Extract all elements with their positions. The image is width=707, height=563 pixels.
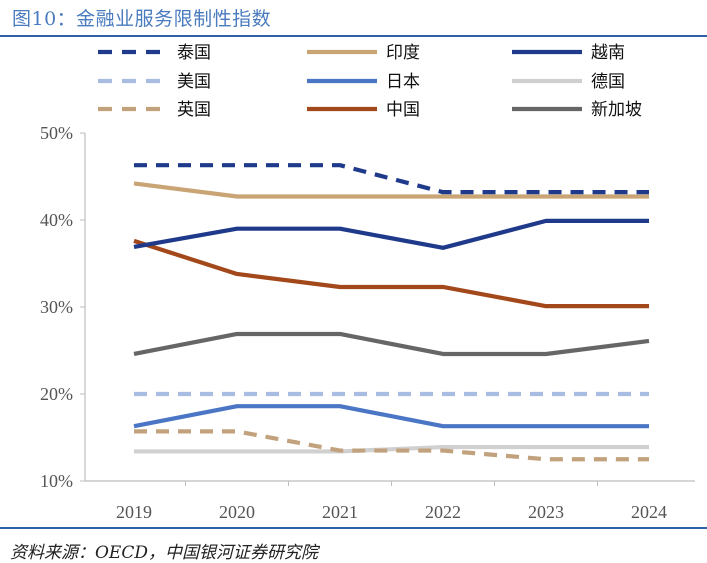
series-line-e697a5e69cac <box>133 404 649 429</box>
series-line-e696b0e58aa0e59da1 <box>133 331 650 357</box>
x-tick-label: 2019 <box>116 502 152 522</box>
series-line-e4b8ade59bbd <box>133 238 649 309</box>
series-line-e6b3b0e59bbd <box>134 163 649 195</box>
x-tick-label: 2020 <box>219 502 255 522</box>
x-tick-label: 2023 <box>528 502 564 522</box>
legend-label-e5beb7e59bbd: 德国 <box>591 72 625 92</box>
bottom-rule <box>0 527 707 529</box>
y-tick-label: 10% <box>40 471 73 491</box>
series-lines <box>133 163 650 462</box>
y-tick-label: 20% <box>40 384 73 404</box>
series-line-e5beb7e59bbd <box>134 444 649 454</box>
y-tick-label: 30% <box>40 297 73 317</box>
x-tick-label: 2021 <box>322 502 358 522</box>
x-tick-label: 2022 <box>425 502 461 522</box>
legend-label-e7be8ee59bbd: 美国 <box>177 72 211 92</box>
chart-title: 图10：金融业服务限制性指数 <box>12 8 272 30</box>
legend-label-e88bb1e59bbd: 英国 <box>177 100 211 120</box>
x-tick-label: 2024 <box>631 502 667 522</box>
source-note: 资料来源：OECD，中国银河证券研究院 <box>10 543 318 563</box>
legend-label-e697a5e69cac: 日本 <box>386 72 420 92</box>
y-tick-label: 50% <box>40 123 73 143</box>
legend-label-e4b8ade59bbd: 中国 <box>386 100 420 120</box>
legend-label-e58db0e5baa6: 印度 <box>386 43 420 63</box>
legend-label-e696b0e58aa0e59da1: 新加坡 <box>591 100 642 120</box>
axes: 10% 20% 30% 40% 50% 2019 2020 2021 2022 2023 2024 <box>40 123 695 522</box>
y-tick-label: 40% <box>40 210 73 230</box>
series-line-e8b68ae58d97 <box>133 218 649 250</box>
series-line-e58db0e5baa6 <box>133 181 649 199</box>
top-rule <box>0 35 707 37</box>
legend-label-e8b68ae58d97: 越南 <box>591 43 625 63</box>
legend-label-e6b3b0e59bbd: 泰国 <box>177 43 211 63</box>
